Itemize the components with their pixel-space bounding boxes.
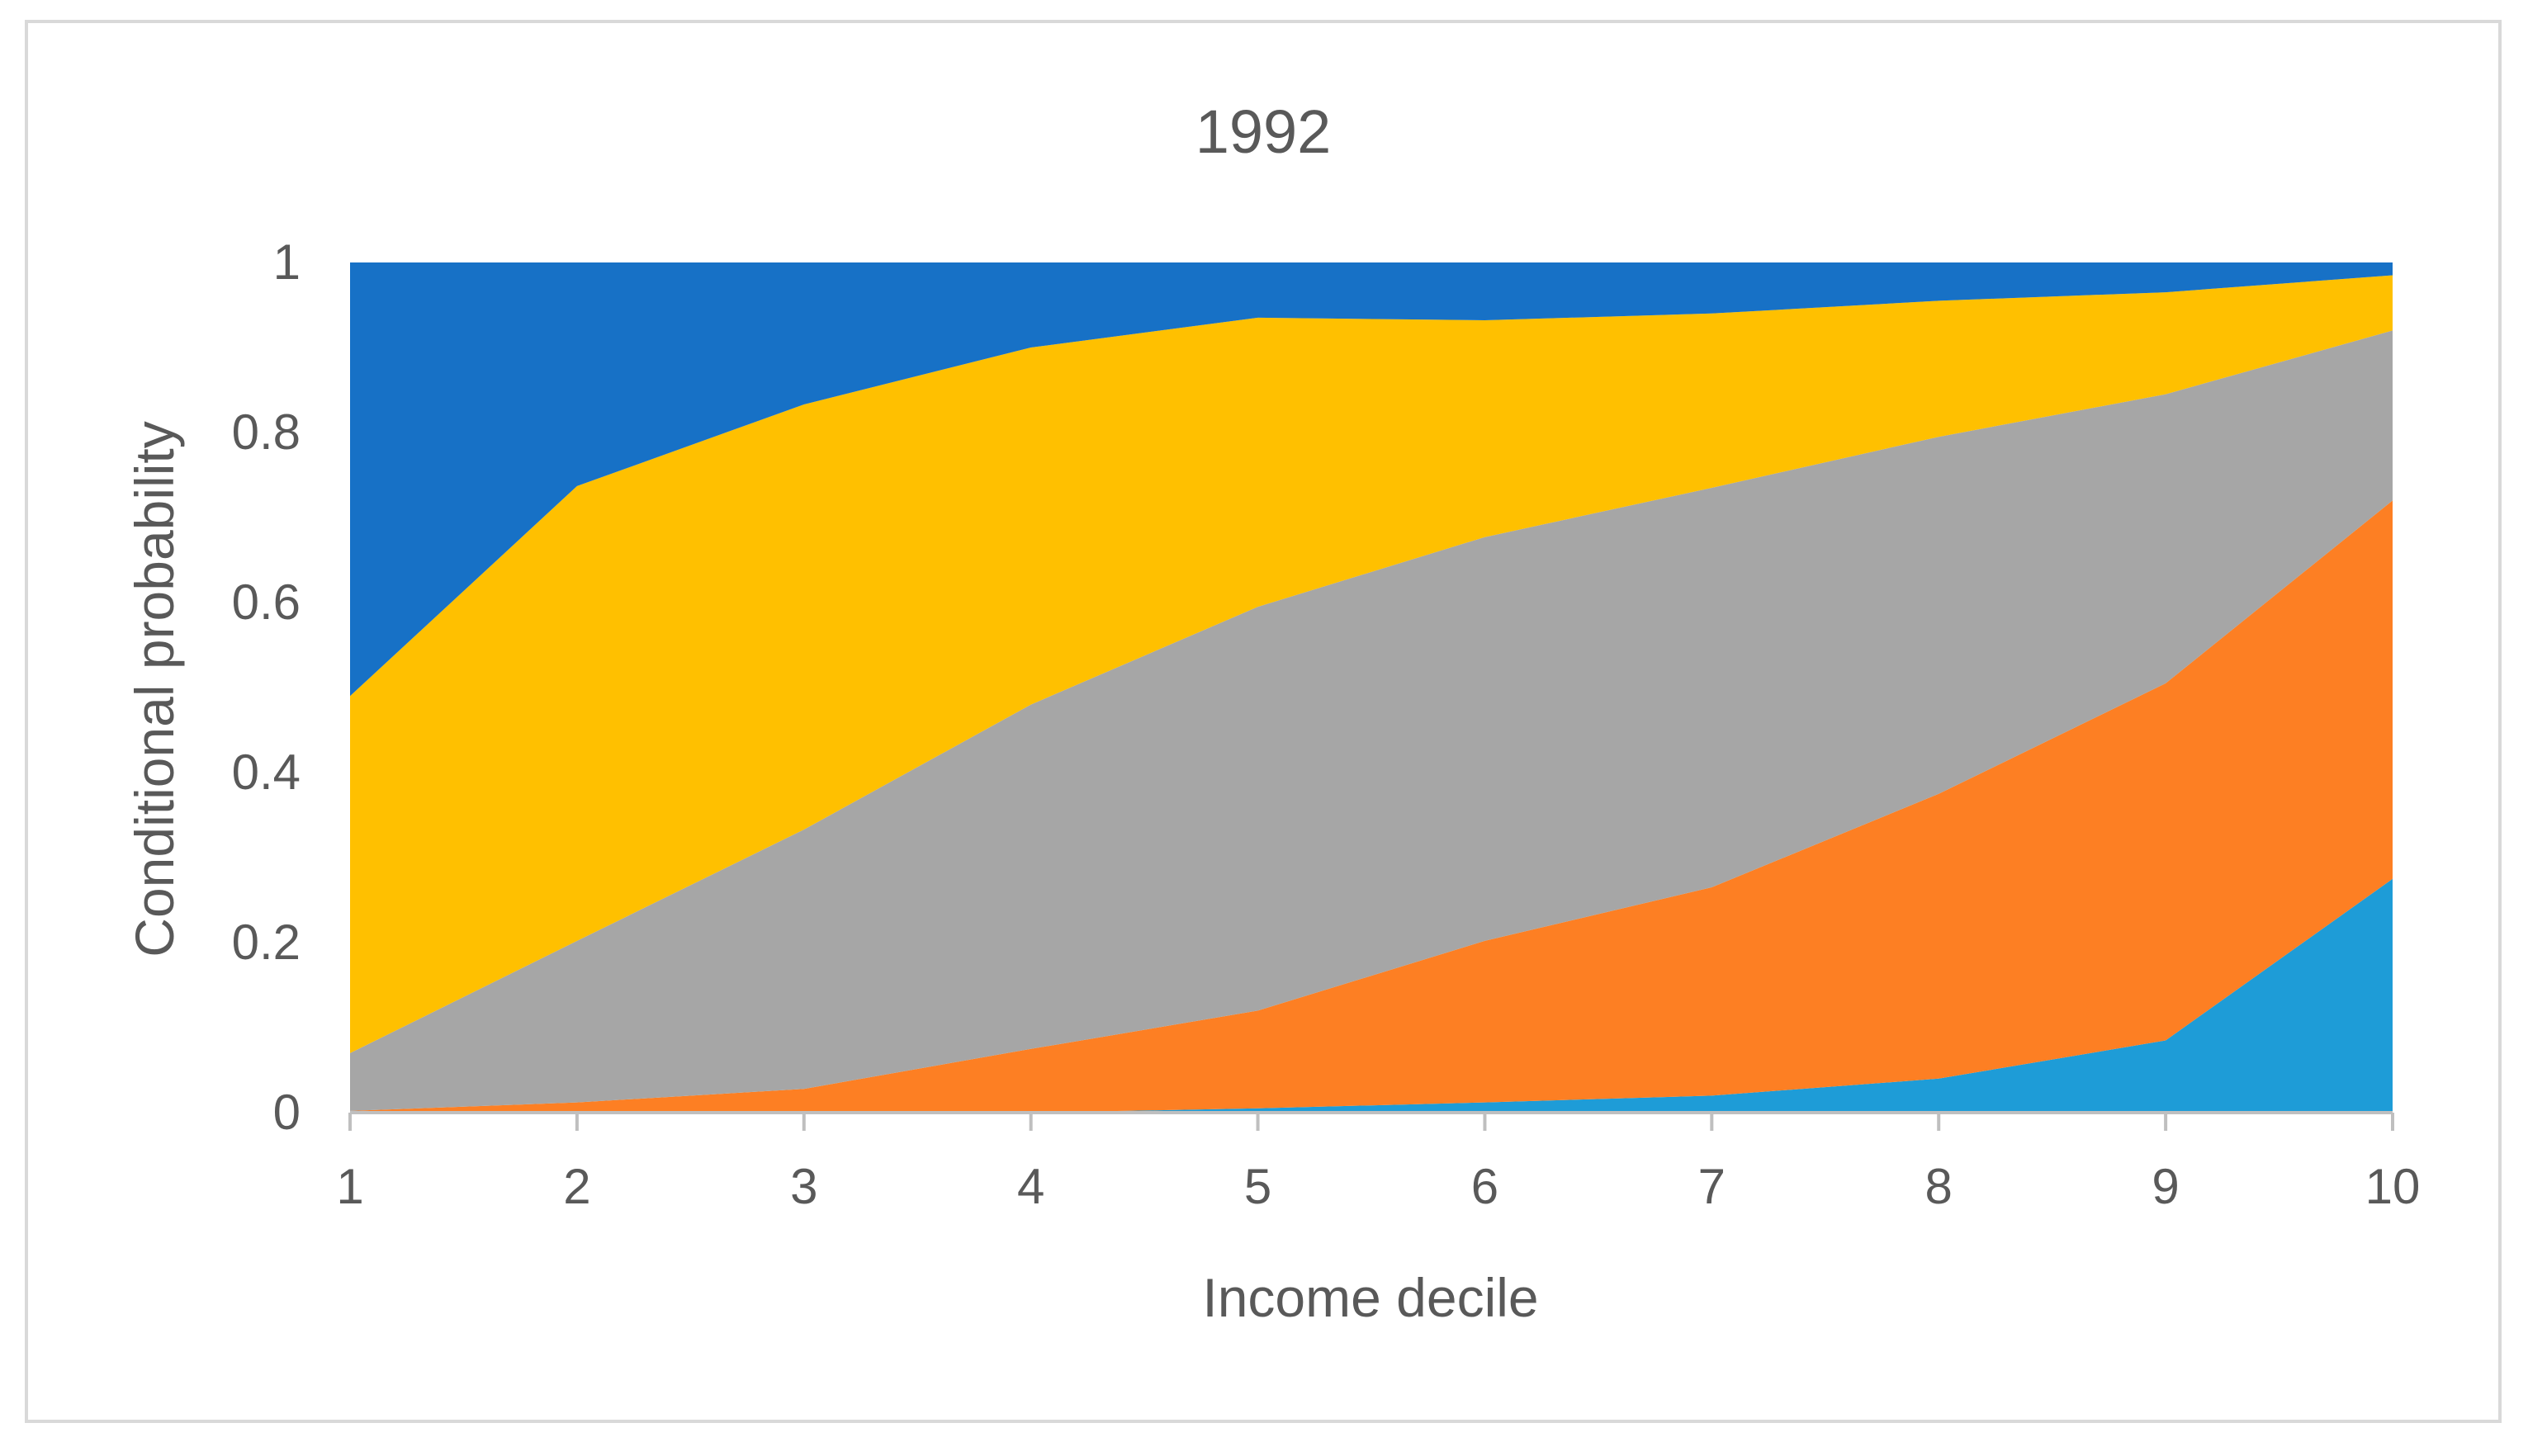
- x-tick-label: 8: [1925, 1159, 1953, 1214]
- x-axis-label: Income decile: [1202, 1267, 1538, 1328]
- area-series-3: [350, 330, 2393, 1111]
- area-series-1: [350, 878, 2393, 1113]
- axes-group: 1 2 3 4 5 6 7 8 9 10 0 0.2 0.4 0.6 0.8 1: [232, 234, 2421, 1214]
- chart-title: 1992: [1195, 97, 1332, 166]
- y-tick-label: 0.8: [232, 404, 301, 460]
- x-tick-label: 5: [1244, 1159, 1271, 1214]
- x-tick-label: 2: [563, 1159, 590, 1214]
- y-tick-label: 0.6: [232, 574, 301, 630]
- y-tick-label: 0.4: [232, 745, 301, 800]
- x-tick-label: 4: [1017, 1159, 1044, 1214]
- y-tick-label: 0: [273, 1085, 301, 1140]
- x-tick-label: 6: [1471, 1159, 1498, 1214]
- area-series-5: [350, 262, 2393, 697]
- area-series-2: [350, 500, 2393, 1113]
- area-series-group: [350, 262, 2393, 1113]
- x-tick-label: 1: [336, 1159, 363, 1214]
- y-tick-label: 0.2: [232, 915, 301, 970]
- x-tick-label: 7: [1698, 1159, 1726, 1214]
- x-tick-label: 10: [2365, 1159, 2421, 1214]
- x-tick-label: 3: [790, 1159, 817, 1214]
- area-series-4: [350, 275, 2393, 1053]
- y-tick-label: 1: [273, 234, 301, 290]
- y-axis-label: Conditional probability: [124, 421, 185, 957]
- x-tick-label: 9: [2152, 1159, 2179, 1214]
